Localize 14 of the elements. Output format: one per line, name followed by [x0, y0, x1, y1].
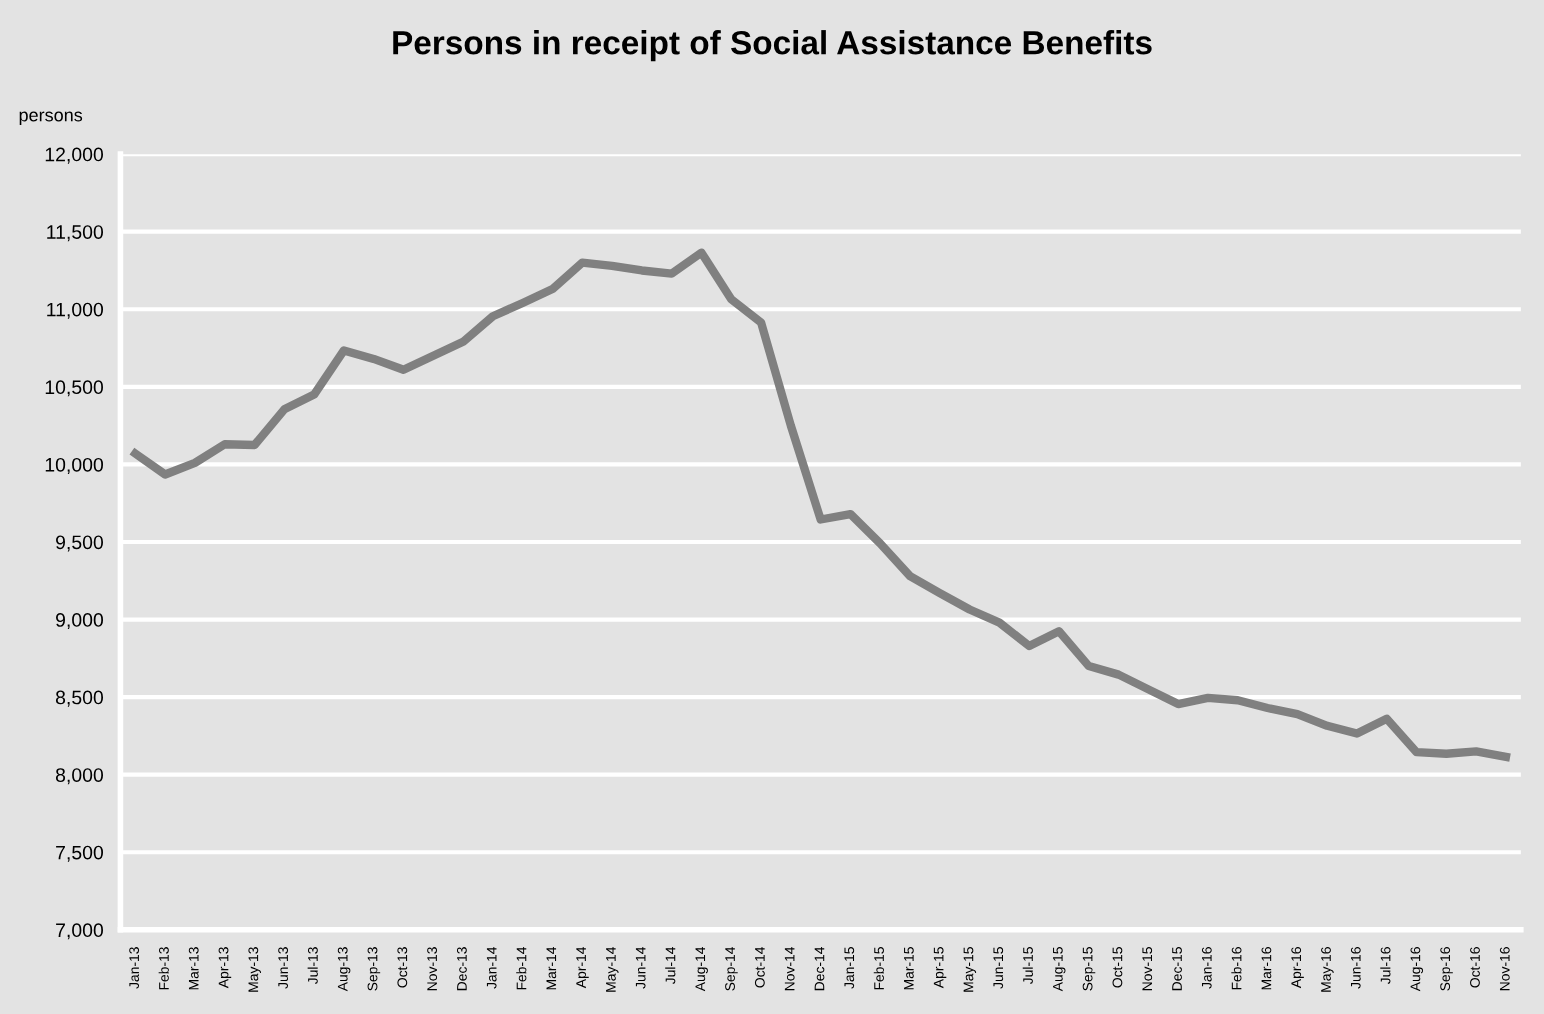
y-tick-label: 10,500 [45, 380, 104, 397]
y-tick-label: 8,500 [55, 690, 104, 707]
y-tick-label: 9,500 [56, 535, 104, 552]
y-tick-label: 9,000 [56, 613, 104, 630]
y-tick-label: 7,000 [56, 923, 104, 940]
y-tick-label: 11,500 [47, 225, 104, 242]
y-tick-label: 11,000 [47, 302, 104, 319]
y-tick-label: 7,500 [56, 845, 104, 862]
chart-title: Persons in receipt of Social Assistance Benefits [393, 30, 1152, 62]
line-series [131, 248, 1511, 762]
y-axis-title: persons [19, 111, 83, 126]
y-tick-label: 12,000 [45, 147, 104, 164]
y-tick-label: 8,000 [55, 768, 104, 785]
y-tick-label: 10,000 [45, 457, 104, 474]
